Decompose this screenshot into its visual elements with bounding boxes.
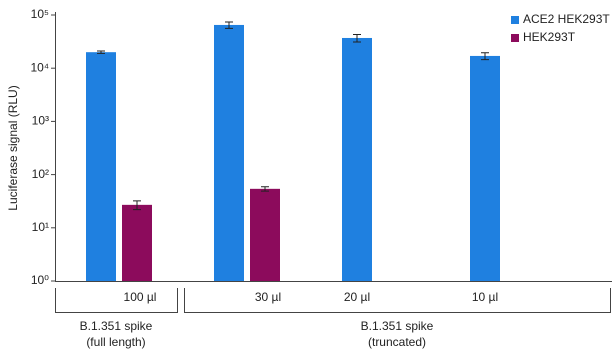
legend-label: ACE2 HEK293T (523, 12, 610, 26)
y-tick-label: 10⁴ (30, 60, 49, 74)
x-tick-label: 10 µl (472, 290, 498, 304)
legend-swatch (511, 16, 519, 24)
bar (250, 188, 280, 281)
group-label: (full length) (86, 335, 145, 349)
legend-label: HEK293T (523, 30, 576, 44)
error-bar (133, 200, 141, 211)
error-bar (225, 21, 233, 29)
group-bracket (55, 288, 178, 313)
group-label: B.1.351 spike (80, 319, 153, 333)
bar (342, 37, 372, 282)
legend-swatch (511, 34, 519, 42)
bar (122, 204, 152, 281)
y-axis-label: Luciferase signal (RLU) (6, 85, 20, 210)
group-label: (truncated) (368, 335, 426, 349)
x-tick-label: 30 µl (255, 290, 281, 304)
bar (86, 52, 116, 281)
group-label: B.1.351 spike (361, 319, 434, 333)
error-bar (481, 52, 489, 61)
error-bar (353, 33, 361, 43)
y-tick-label: 10³ (32, 114, 49, 128)
x-tick-label: 100 µl (124, 290, 157, 304)
group-bracket (184, 288, 611, 313)
y-tick-label: 10⁵ (31, 7, 49, 21)
error-bar (97, 50, 105, 54)
y-tick-label: 10¹ (32, 220, 49, 234)
error-bar (261, 186, 269, 192)
x-tick-label: 20 µl (344, 290, 370, 304)
y-tick-label: 10⁰ (31, 273, 49, 287)
bar (214, 24, 244, 282)
bar (470, 55, 500, 281)
y-tick-label: 10² (32, 167, 49, 181)
